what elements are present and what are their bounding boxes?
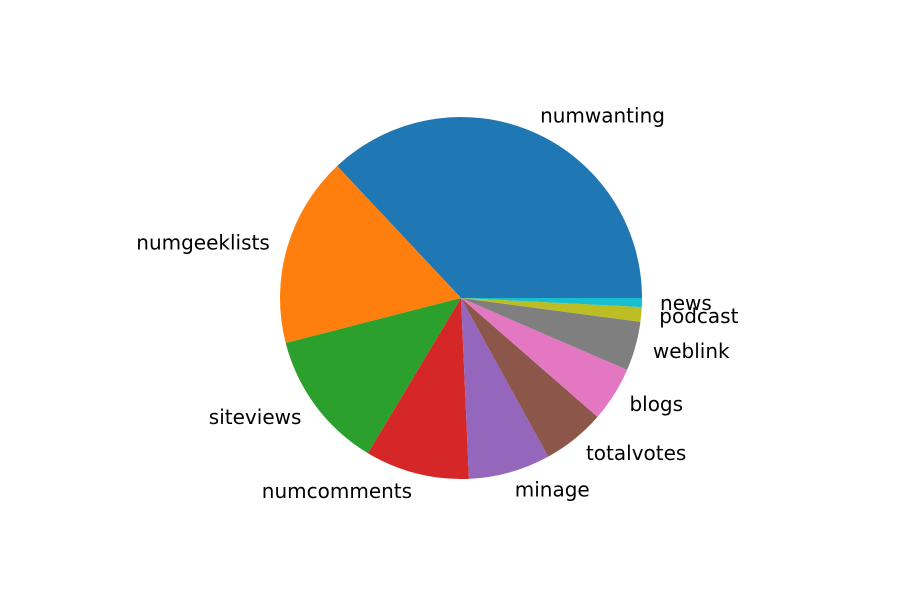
slice-label-siteviews: siteviews bbox=[209, 405, 302, 429]
slice-label-blogs: blogs bbox=[629, 392, 683, 416]
slice-label-totalvotes: totalvotes bbox=[586, 441, 686, 465]
pie-slice-numgeeklists bbox=[280, 166, 461, 344]
slice-label-news: news bbox=[660, 291, 712, 315]
pie-slice-podcast bbox=[461, 298, 642, 322]
slice-label-weblink: weblink bbox=[653, 339, 730, 363]
pie-slice-totalvotes bbox=[461, 298, 598, 457]
slice-label-numwanting: numwanting bbox=[540, 103, 665, 127]
pie-slice-weblink bbox=[461, 298, 641, 370]
pie-slice-siteviews bbox=[285, 298, 461, 454]
slice-label-numcomments: numcomments bbox=[262, 479, 412, 503]
pie-slice-minage bbox=[461, 298, 549, 479]
pie-slice-numwanting bbox=[337, 116, 642, 298]
pie-slice-news bbox=[461, 298, 642, 308]
slice-label-numgeeklists: numgeeklists bbox=[136, 230, 270, 254]
slice-label-podcast: podcast bbox=[659, 304, 738, 328]
pie-slices bbox=[280, 116, 642, 479]
pie-slice-blogs bbox=[461, 298, 628, 417]
slice-label-minage: minage bbox=[515, 478, 590, 502]
pie-labels: numwanting numgeeklists siteviews numcommen… bbox=[136, 103, 738, 503]
pie-slice-numcomments bbox=[367, 298, 469, 479]
